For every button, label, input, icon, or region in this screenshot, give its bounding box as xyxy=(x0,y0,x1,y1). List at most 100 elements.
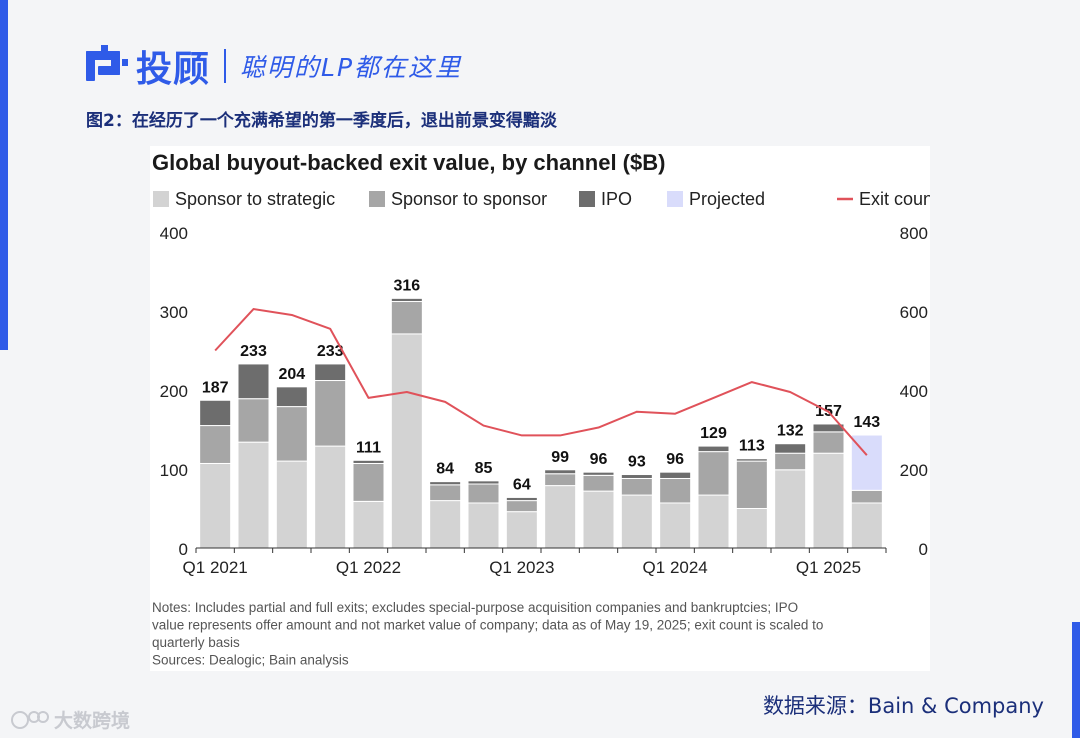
bar-sponsor-to-sponsor xyxy=(237,398,270,443)
bar-sponsor-to-sponsor xyxy=(620,477,653,496)
total-label: 111 xyxy=(356,439,381,456)
bar-ipo xyxy=(237,363,270,400)
bar-sponsor-to-sponsor xyxy=(275,406,308,462)
bar-ipo xyxy=(735,458,768,462)
total-label: 143 xyxy=(853,414,880,431)
legend-label-4: Exit count xyxy=(859,189,930,209)
figure-caption: 图2：在经历了一个充满希望的第一季度后，退出前景变得黯淡 xyxy=(86,111,557,131)
bar-sponsor-to-sponsor xyxy=(199,425,232,464)
right-accent-bar xyxy=(1072,622,1080,738)
x-tick-label: Q1 2021 xyxy=(183,558,248,577)
brand-header: 投顾 聪明的LP都在这里 xyxy=(84,38,462,94)
bar-ipo xyxy=(467,480,500,485)
y-tick-label: 200 xyxy=(160,382,188,401)
total-label: 93 xyxy=(628,454,646,471)
total-label: 132 xyxy=(777,423,804,440)
exit-value-chart: Global buyout-backed exit value, by chan… xyxy=(152,150,930,668)
y2-tick-label: 200 xyxy=(900,461,928,480)
chart-note-line: Sources: Dealogic; Bain analysis xyxy=(152,653,349,668)
bar-sponsor-to-strategic xyxy=(774,469,807,549)
brand-divider xyxy=(224,49,227,83)
y2-tick-label: 0 xyxy=(919,540,928,559)
bar-sponsor-to-strategic xyxy=(659,502,692,549)
y-tick-label: 0 xyxy=(179,540,188,559)
watermark-logo-icon xyxy=(11,710,49,729)
y-tick-label: 400 xyxy=(160,224,188,243)
bar-sponsor-to-sponsor xyxy=(812,431,845,454)
bar-sponsor-to-sponsor xyxy=(352,462,385,502)
bar-sponsor-to-strategic xyxy=(697,494,730,549)
bar-ipo xyxy=(429,481,462,486)
bar-sponsor-to-strategic xyxy=(850,502,883,549)
x-tick-label: Q1 2024 xyxy=(643,558,708,577)
bar-sponsor-to-strategic xyxy=(620,494,653,549)
total-label: 187 xyxy=(202,379,229,396)
bar-sponsor-to-strategic xyxy=(582,490,615,549)
legend-label-2: IPO xyxy=(601,189,632,209)
legend-swatch-1 xyxy=(369,191,385,207)
watermark: 大数跨境 xyxy=(10,706,130,733)
chart-note-line: Notes: Includes partial and full exits; … xyxy=(152,600,798,615)
total-label: 64 xyxy=(513,476,531,493)
bar-sponsor-to-sponsor xyxy=(774,452,807,471)
bar-sponsor-to-sponsor xyxy=(467,483,500,504)
bar-sponsor-to-sponsor xyxy=(850,489,883,504)
bar-ipo xyxy=(697,445,730,453)
bar-sponsor-to-strategic xyxy=(390,333,423,549)
chart-note-line: value represents offer amount and not ma… xyxy=(152,618,823,633)
bar-sponsor-to-strategic xyxy=(812,452,845,549)
bar-ipo xyxy=(275,386,308,408)
x-tick-label: Q1 2023 xyxy=(489,558,554,577)
legend-swatch-0 xyxy=(153,191,169,207)
bar-ipo xyxy=(505,496,538,502)
bar-sponsor-to-sponsor xyxy=(429,484,462,502)
bar-sponsor-to-strategic xyxy=(199,462,232,549)
bar-sponsor-to-strategic xyxy=(467,502,500,549)
watermark-text: 大数跨境 xyxy=(54,710,131,732)
exit-count-line xyxy=(214,308,868,456)
bar-ipo xyxy=(199,399,232,427)
bar-ipo xyxy=(774,443,807,454)
bar-ipo xyxy=(620,474,653,479)
bar-ipo xyxy=(659,471,692,479)
bar-sponsor-to-sponsor xyxy=(697,451,730,496)
total-label: 113 xyxy=(739,438,765,455)
bar-sponsor-to-strategic xyxy=(735,508,768,549)
left-accent-bar xyxy=(0,0,8,350)
y2-tick-label: 600 xyxy=(900,303,928,322)
x-tick-label: Q1 2025 xyxy=(796,558,861,577)
bar-sponsor-to-sponsor xyxy=(659,477,692,504)
bar-sponsor-to-strategic xyxy=(314,445,347,549)
bar-ipo xyxy=(390,297,423,303)
bar-sponsor-to-strategic xyxy=(275,460,308,549)
total-label: 84 xyxy=(436,461,454,478)
bar-sponsor-to-strategic xyxy=(429,500,462,549)
source-note: 数据来源：Bain & Company xyxy=(762,694,1044,718)
y-tick-label: 300 xyxy=(160,303,188,322)
bar-ipo xyxy=(352,459,385,464)
y2-tick-label: 400 xyxy=(900,382,928,401)
x-tick-label: Q1 2022 xyxy=(336,558,401,577)
legend-label-1: Sponsor to sponsor xyxy=(391,189,547,209)
legend-swatch-2 xyxy=(579,191,595,207)
y2-tick-label: 800 xyxy=(900,224,928,243)
total-label: 96 xyxy=(590,451,608,468)
brand-logo-icon xyxy=(86,45,128,81)
bar-ipo xyxy=(582,471,615,476)
bar-ipo xyxy=(314,363,347,382)
total-label: 233 xyxy=(240,343,267,360)
bar-sponsor-to-strategic xyxy=(544,485,577,549)
brand-name: 投顾 xyxy=(136,49,211,90)
total-label: 99 xyxy=(551,449,569,466)
brand-slogan: 聪明的LP都在这里 xyxy=(240,53,463,82)
legend-label-0: Sponsor to strategic xyxy=(175,189,335,209)
total-label: 85 xyxy=(475,460,493,477)
total-label: 204 xyxy=(278,366,305,383)
total-label: 96 xyxy=(666,451,684,468)
bar-sponsor-to-strategic xyxy=(352,500,385,549)
total-label: 233 xyxy=(317,343,344,360)
legend-swatch-3 xyxy=(667,191,683,207)
bar-ipo xyxy=(544,469,577,475)
bar-sponsor-to-strategic xyxy=(505,511,538,549)
total-label: 129 xyxy=(700,425,727,442)
